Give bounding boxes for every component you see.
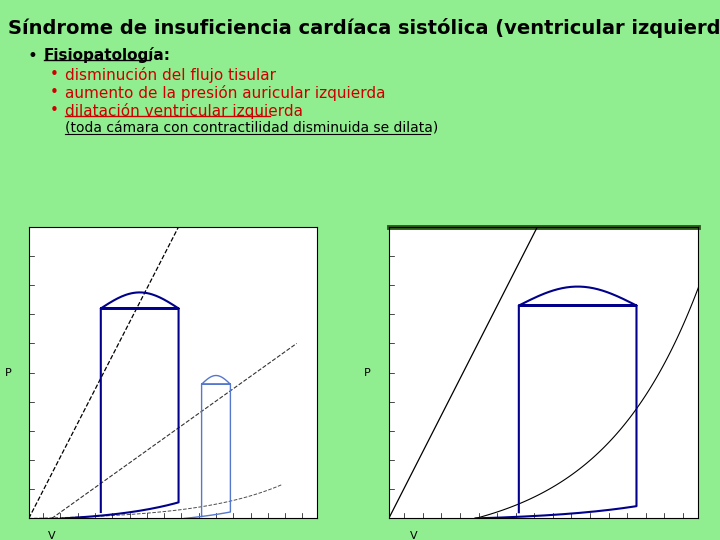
Text: V: V	[410, 531, 418, 540]
Text: •: •	[50, 103, 59, 118]
Text: •: •	[50, 85, 59, 100]
Text: dilatación ventricular izquierda: dilatación ventricular izquierda	[65, 103, 303, 119]
Text: •: •	[50, 67, 59, 82]
Text: P: P	[364, 368, 371, 377]
Text: (toda cámara con contractilidad disminuida se dilata): (toda cámara con contractilidad disminui…	[65, 122, 438, 136]
Text: disminución del flujo tisular: disminución del flujo tisular	[65, 67, 276, 83]
Text: •: •	[28, 47, 38, 65]
Text: Síndrome de insuficiencia cardíaca sistólica (ventricular izquierda): Síndrome de insuficiencia cardíaca sistó…	[8, 18, 720, 38]
Text: V: V	[48, 531, 55, 540]
Text: P: P	[5, 368, 12, 377]
Text: aumento de la presión auricular izquierda: aumento de la presión auricular izquierd…	[65, 85, 385, 101]
Text: Fisiopatología:: Fisiopatología:	[44, 47, 171, 63]
